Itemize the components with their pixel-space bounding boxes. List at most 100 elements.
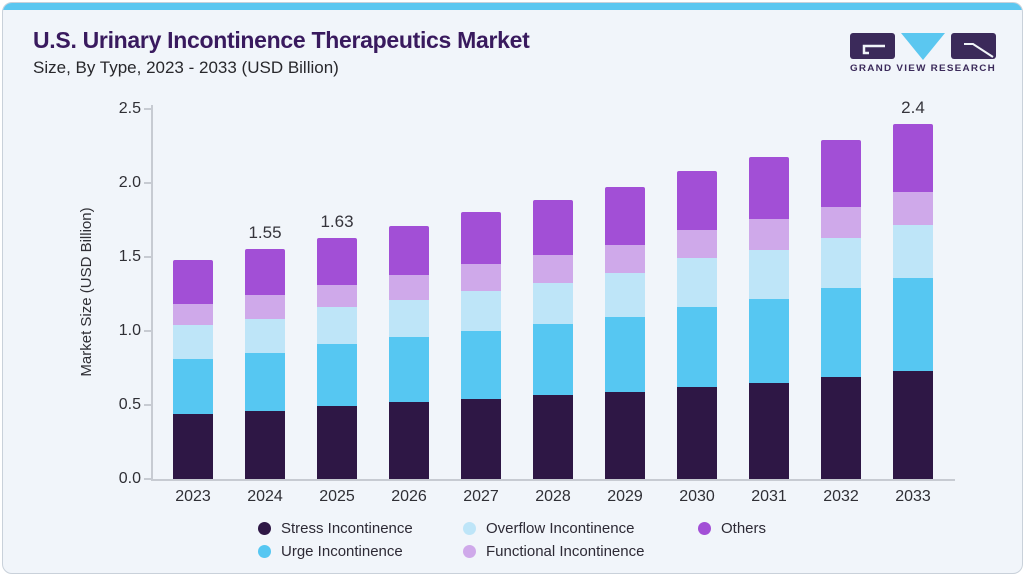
y-tick-label-2.5: 2.5: [118, 100, 141, 117]
bar-2027: [461, 212, 501, 479]
legend-dot-stress-incontinence: [258, 521, 271, 535]
bar-segment-2028-others: [533, 200, 573, 255]
bar-segment-2024-stress-incontinence: [245, 411, 285, 479]
bar-2024: [245, 249, 285, 479]
y-tick-2.0: [144, 182, 151, 184]
bar-segment-2033-others: [893, 124, 933, 192]
bar-segment-2025-overflow-incontinence: [317, 307, 357, 344]
bar-segment-2032-others: [821, 140, 861, 207]
bar-segment-2033-functional-incontinence: [893, 192, 933, 225]
bar-2026: [389, 226, 429, 479]
bar-segment-2031-others: [749, 157, 789, 219]
bar-segment-2030-stress-incontinence: [677, 387, 717, 479]
bar-segment-2023-overflow-incontinence: [173, 325, 213, 359]
y-axis-line: [151, 105, 153, 481]
bar-segment-2024-urge-incontinence: [245, 353, 285, 411]
x-tick-label-2023: 2023: [175, 488, 211, 505]
legend-label-overflow-incontinence: Overflow Incontinence: [486, 519, 635, 537]
bar-segment-2032-functional-incontinence: [821, 207, 861, 238]
bar-segment-2024-others: [245, 249, 285, 295]
y-tick-0.0: [144, 478, 151, 480]
legend-dot-overflow-incontinence: [463, 521, 476, 535]
y-tick-label-1.0: 1.0: [118, 322, 141, 339]
x-tick-label-2029: 2029: [607, 488, 643, 505]
x-axis-line: [151, 479, 955, 481]
y-tick-1.5: [144, 256, 151, 258]
bar-segment-2032-urge-incontinence: [821, 288, 861, 377]
x-tick-label-2026: 2026: [391, 488, 427, 505]
bar-2031: [749, 157, 789, 479]
bar-total-label-2024: 1.55: [248, 223, 282, 242]
legend-label-others: Others: [721, 519, 767, 537]
x-tick-label-2033: 2033: [895, 488, 931, 505]
y-tick-label-2.0: 2.0: [118, 174, 141, 191]
bar-segment-2026-urge-incontinence: [389, 337, 429, 402]
bar-segment-2033-urge-incontinence: [893, 278, 933, 371]
bar-segment-2031-functional-incontinence: [749, 219, 789, 250]
logo-r-square: [951, 33, 996, 59]
bar-segment-2023-others: [173, 260, 213, 304]
legend-item-stress-incontinence: Stress Incontinence: [258, 519, 413, 537]
legend-dot-functional-incontinence: [463, 544, 476, 558]
x-tick-label-2032: 2032: [823, 488, 859, 505]
bar-segment-2030-functional-incontinence: [677, 230, 717, 258]
y-tick-0.5: [144, 404, 151, 406]
legend-label-urge-incontinence: Urge Incontinence: [281, 542, 403, 560]
bar-segment-2027-overflow-incontinence: [461, 291, 501, 331]
bar-segment-2029-overflow-incontinence: [605, 273, 645, 317]
bar-segment-2033-stress-incontinence: [893, 371, 933, 479]
bar-segment-2026-functional-incontinence: [389, 275, 429, 300]
bar-segment-2032-overflow-incontinence: [821, 238, 861, 288]
bar-segment-2032-stress-incontinence: [821, 377, 861, 479]
y-tick-1.0: [144, 330, 151, 332]
y-tick-label-1.5: 1.5: [118, 248, 141, 265]
bar-2030: [677, 171, 717, 479]
brand-name: GRAND VIEW RESEARCH: [850, 63, 996, 73]
legend-item-others: Others: [698, 519, 766, 537]
bar-segment-2031-urge-incontinence: [749, 299, 789, 383]
bar-2033: [893, 124, 933, 479]
bar-segment-2027-urge-incontinence: [461, 331, 501, 399]
bar-segment-2023-functional-incontinence: [173, 304, 213, 325]
bar-segment-2027-functional-incontinence: [461, 264, 501, 291]
y-tick-label-0.0: 0.0: [118, 470, 141, 487]
bar-segment-2025-urge-incontinence: [317, 344, 357, 406]
bar-segment-2030-overflow-incontinence: [677, 258, 717, 307]
bar-segment-2025-others: [317, 238, 357, 285]
bar-segment-2029-stress-incontinence: [605, 392, 645, 479]
page-title: U.S. Urinary Incontinence Therapeutics M…: [33, 27, 530, 53]
bar-segment-2026-stress-incontinence: [389, 402, 429, 479]
bar-segment-2023-urge-incontinence: [173, 359, 213, 414]
bar-segment-2029-functional-incontinence: [605, 245, 645, 273]
x-tick-label-2030: 2030: [679, 488, 715, 505]
bar-segment-2028-urge-incontinence: [533, 324, 573, 395]
bar-segment-2028-functional-incontinence: [533, 255, 573, 283]
bar-segment-2028-overflow-incontinence: [533, 283, 573, 324]
bar-segment-2024-overflow-incontinence: [245, 319, 285, 353]
bar-segment-2030-urge-incontinence: [677, 307, 717, 387]
chart: Market Size (USD Billion) 0.0 0.5 1.0 1.5 2.…: [3, 3, 1022, 573]
bar-segment-2030-others: [677, 171, 717, 230]
logo-g-square: [850, 33, 895, 59]
x-tick-label-2031: 2031: [751, 488, 787, 505]
bar-total-label-2025: 1.63: [320, 212, 354, 231]
bar-segment-2024-functional-incontinence: [245, 295, 285, 319]
bar-segment-2029-others: [605, 187, 645, 245]
bar-segment-2033-overflow-incontinence: [893, 225, 933, 278]
bar-segment-2031-stress-incontinence: [749, 383, 789, 479]
bar-segment-2027-stress-incontinence: [461, 399, 501, 479]
x-tick-label-2025: 2025: [319, 488, 355, 505]
bar-segment-2026-overflow-incontinence: [389, 300, 429, 337]
x-tick-label-2027: 2027: [463, 488, 499, 505]
bar-2032: [821, 140, 861, 479]
bar-segment-2025-functional-incontinence: [317, 285, 357, 307]
bar-segment-2025-stress-incontinence: [317, 406, 357, 479]
legend-dot-others: [698, 521, 711, 535]
bar-segment-2026-others: [389, 226, 429, 275]
bar-segment-2027-others: [461, 212, 501, 264]
x-tick-label-2028: 2028: [535, 488, 571, 505]
bar-2028: [533, 200, 573, 479]
legend-item-urge-incontinence: Urge Incontinence: [258, 542, 403, 560]
